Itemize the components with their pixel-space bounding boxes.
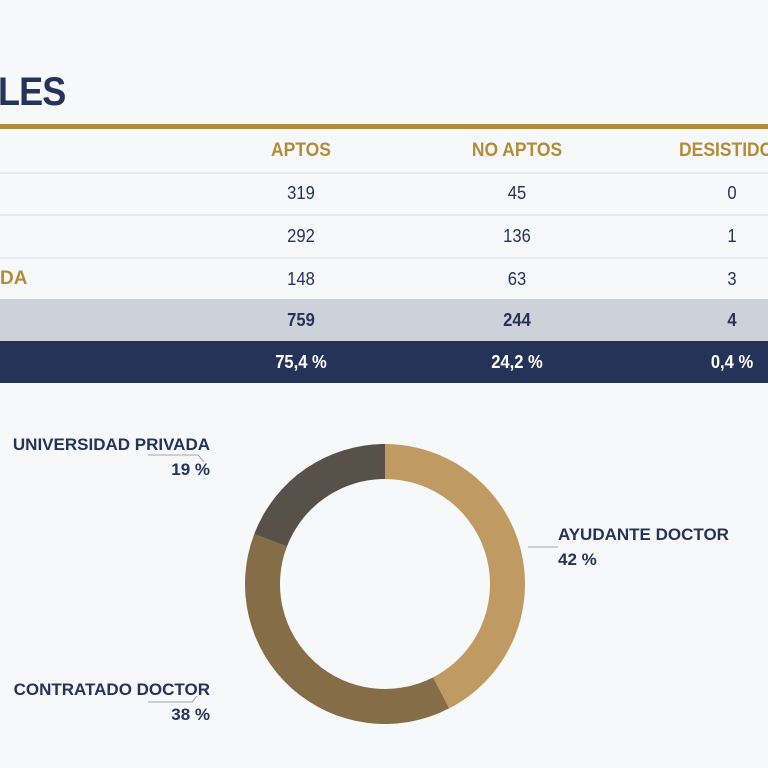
donut-slice-contratado-doctor [244,534,450,724]
percent-no-aptos: 24,2 % [491,352,543,372]
cell-aptos: 319 [287,183,315,203]
slice-name: AYUDANTE DOCTOR [558,525,729,544]
percent-row: 75,4 % 24,2 % 0,4 % [0,341,768,383]
table-row: DA 148 63 3 [0,258,768,300]
header-no-aptos: NO APTOS [471,140,563,161]
slice-label-ayudante: AYUDANTE DOCTOR 42 % [558,522,729,572]
slice-label-contratado: CONTRATADO DOCTOR 38 % [14,677,210,727]
slice-name: CONTRATADO DOCTOR [13,680,210,699]
slice-percent: 38 % [171,705,210,724]
cell-no-aptos: 136 [503,226,531,246]
slice-label-privada: UNIVERSIDAD PRIVADA 19 % [13,432,210,482]
cell-desistidos: 0 [727,183,737,203]
table-header: APTOS NO APTOS DESISTIDOS [0,130,768,174]
donut-slice-ayudante-doctor [385,444,525,709]
cell-desistidos: 1 [727,226,737,246]
table-row: 292 136 1 [0,215,768,259]
table-row: 319 45 0 [0,172,768,216]
total-row: 759 244 4 [0,299,768,341]
leader-line-privada [148,454,205,463]
page-title: LES [0,70,66,114]
slice-percent: 42 % [558,550,597,569]
header-aptos: APTOS [271,140,331,161]
cell-aptos: 292 [287,226,315,246]
donut-slice-universidad-privada [254,444,385,547]
row-label: DA [0,268,28,289]
total-aptos: 759 [287,310,315,330]
percent-aptos: 75,4 % [275,352,327,372]
slice-name: UNIVERSIDAD PRIVADA [12,435,210,454]
cell-aptos: 148 [287,269,315,289]
total-desistidos: 4 [727,310,737,330]
cell-desistidos: 3 [727,269,737,289]
cell-no-aptos: 63 [507,269,527,289]
percent-desistidos: 0,4 % [710,352,754,372]
cell-no-aptos: 45 [507,183,527,203]
title-divider [0,124,768,129]
total-no-aptos: 244 [503,310,531,330]
header-desistidos: DESISTIDOS [679,140,768,161]
slice-percent: 19 % [171,460,210,479]
leader-line-contratado [148,695,198,703]
